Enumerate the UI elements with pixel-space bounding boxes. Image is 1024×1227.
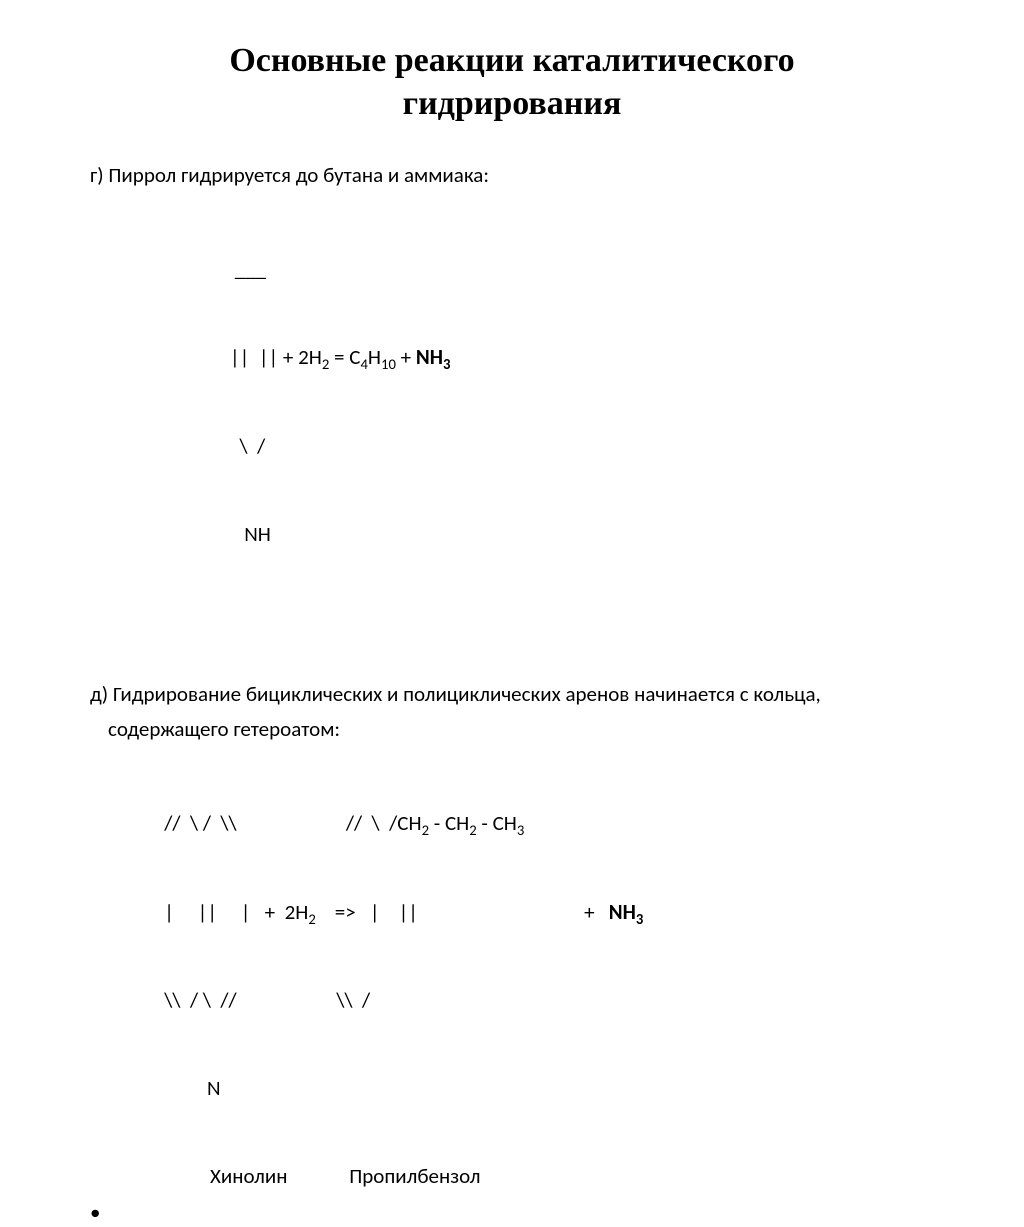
eq2-l1-sub2: 2 xyxy=(469,822,476,840)
eq1-l2-d: + xyxy=(396,344,416,370)
title-line-2: гидрирования xyxy=(403,85,622,122)
eq1-sub3: 10 xyxy=(381,356,396,374)
eq1-line4: NH xyxy=(230,520,934,549)
eq2-l2-a: | || | + 2H xyxy=(150,899,308,925)
page-title: Основные реакции каталитического гидриро… xyxy=(90,40,934,125)
eq1-line3: \ / xyxy=(230,432,934,461)
eq1-l2-c: H xyxy=(368,344,381,370)
eq2-l1-sub1: 2 xyxy=(422,822,429,840)
eq1-sub2: 4 xyxy=(360,356,367,374)
eq2-line3: \\ / \ // \\ / xyxy=(150,986,934,1015)
eq1-nh: NH xyxy=(416,344,443,370)
item-g: г) Пиррол гидрируется до бутана и аммиак… xyxy=(90,161,934,190)
eq2-l2-sub2: 3 xyxy=(636,910,643,928)
eq2-l1-a: // \ / \\ // \ /CH xyxy=(150,810,422,836)
eq2-l2-sub1: 2 xyxy=(308,910,315,928)
eq2-l1-c: - CH xyxy=(477,810,517,836)
slide: Основные реакции каталитического гидриро… xyxy=(0,0,1024,767)
spacer xyxy=(90,638,934,680)
eq2-l1-b: - CH xyxy=(429,810,469,836)
title-line-1: Основные реакции каталитического xyxy=(229,42,794,79)
item-d-l2: содержащего гетероатом: xyxy=(90,715,934,744)
label-quinoline: Хинолин xyxy=(210,1163,287,1189)
equation-1: ___ || || + 2H2 = C4H10 + NH3 \ / NH xyxy=(230,196,934,607)
label-propylbenzene: Пропилбензол xyxy=(349,1163,480,1189)
eq2-nh: NH xyxy=(609,899,636,925)
compound-labels: Хинолин Пропилбензол xyxy=(210,1162,934,1191)
equation-2: // \ / \\ // \ /CH2 - CH2 - CH3 | || | +… xyxy=(150,751,934,1162)
eq2-line2: | || | + 2H2 => | || + NH3 xyxy=(150,898,934,927)
eq1-sub4: 3 xyxy=(443,356,450,374)
eq2-l1-sub3: 3 xyxy=(517,822,524,840)
eq1-l2-a: || || + 2H xyxy=(230,344,322,370)
eq1-l2-b: = C xyxy=(329,344,360,370)
eq2-l2-b: => | || + xyxy=(316,899,609,925)
eq2-line1: // \ / \\ // \ /CH2 - CH2 - CH3 xyxy=(150,809,934,838)
item-d-l1: д) Гидрирование бициклических и полицикл… xyxy=(90,680,934,709)
eq1-line1: ___ xyxy=(230,255,934,284)
eq2-line4: N xyxy=(150,1074,934,1103)
slide-body: г) Пиррол гидрируется до бутана и аммиак… xyxy=(90,161,934,1227)
eq1-line2: || || + 2H2 = C4H10 + NH3 xyxy=(230,343,934,372)
bullet-dot: • xyxy=(90,1198,934,1227)
